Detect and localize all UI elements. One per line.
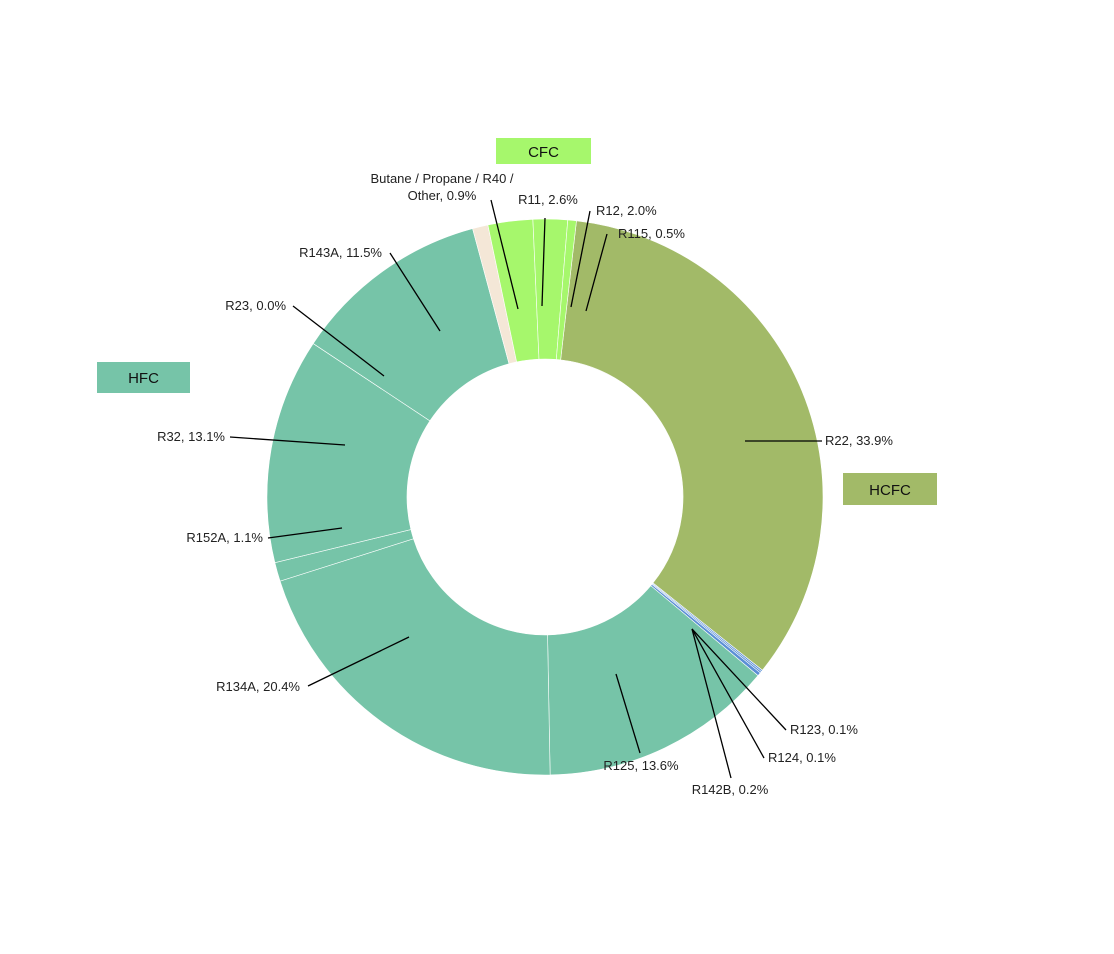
slice-r125: [547, 585, 759, 776]
leader-line: [585, 233, 608, 312]
slice-label: R23, 0.0%: [225, 298, 286, 313]
leader-line: [307, 636, 410, 687]
slice-label: R115, 0.5%: [618, 226, 685, 241]
slice-label: R152A, 1.1%: [186, 530, 263, 545]
leader-line: [267, 527, 343, 539]
leader-line: [691, 628, 787, 731]
leader-line: [615, 673, 641, 754]
slice-label: Butane / Propane / R40 /Other, 0.9%: [370, 171, 513, 203]
group-label-cfc: CFC: [496, 138, 591, 164]
slice-label: R142B, 0.2%: [692, 782, 769, 797]
slice-r134a: [279, 538, 551, 776]
slice-label: R124, 0.1%: [768, 750, 836, 765]
slice-label: R12, 2.0%: [596, 203, 657, 218]
slice-label: R143A, 11.5%: [299, 245, 382, 260]
slice-label: R32, 13.1%: [157, 429, 225, 444]
slice-r32: [266, 343, 431, 564]
slice-labels: R22, 33.9% R123, 0.1% R124, 0.1% R142B, 0.2…: [157, 171, 893, 797]
slice-label: R123, 0.1%: [790, 722, 858, 737]
leader-line: [389, 252, 441, 332]
slice-label: R134A, 20.4%: [216, 679, 300, 694]
slice-label: R11, 2.6%: [518, 192, 578, 207]
leader-line: [691, 628, 732, 779]
leader-line: [490, 199, 519, 310]
slice-label: R22, 33.9%: [825, 433, 893, 448]
group-label-hfc-text: HFC: [128, 370, 159, 387]
leader-line: [292, 305, 385, 377]
slice-label: R125, 13.6%: [603, 758, 679, 773]
leader-line: [229, 436, 346, 446]
leader-line: [570, 210, 591, 308]
leader-line: [541, 217, 546, 307]
leader-lines: [229, 199, 822, 779]
group-label-hfc: HFC: [97, 362, 190, 393]
group-label-cfc-text: CFC: [528, 144, 559, 161]
slice-r115: [555, 219, 577, 361]
leader-line: [691, 628, 765, 759]
group-label-hcfc-text: HCFC: [869, 482, 911, 499]
slices: [266, 218, 824, 776]
group-label-hcfc: HCFC: [843, 473, 937, 505]
slice-r22: [560, 220, 824, 671]
